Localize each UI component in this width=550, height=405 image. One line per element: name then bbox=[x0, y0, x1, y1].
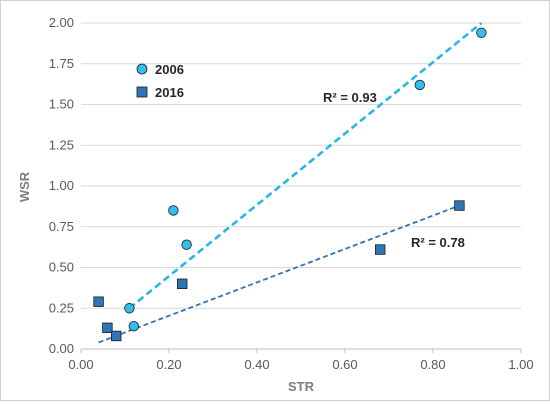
x-tick-label: 1.00 bbox=[508, 357, 533, 372]
y-tick-label: 1.75 bbox=[49, 56, 74, 71]
r2-label-2006: R² = 0.93 bbox=[323, 90, 377, 105]
y-tick-label: 1.00 bbox=[49, 178, 74, 193]
point-2016 bbox=[374, 244, 386, 255]
y-tick-label: 1.25 bbox=[49, 137, 74, 152]
point-2006 bbox=[124, 303, 135, 314]
trendlines bbox=[98, 21, 483, 344]
x-axis-title: STR bbox=[288, 379, 315, 394]
y-tick-label: 1.50 bbox=[49, 97, 74, 112]
point-2016 bbox=[111, 330, 122, 342]
point-2016 bbox=[93, 296, 104, 307]
point-2016 bbox=[102, 322, 113, 334]
y-tick-label: 0.50 bbox=[49, 260, 74, 275]
y-tick-label: 2.00 bbox=[49, 15, 74, 30]
legend-label-2006: 2006 bbox=[155, 62, 184, 77]
legend-label-2016: 2016 bbox=[155, 85, 184, 100]
point-2006 bbox=[476, 27, 487, 38]
trendline-2016 bbox=[98, 204, 460, 344]
x-tick-label: 0.20 bbox=[156, 357, 181, 372]
legend: 2006 2016 bbox=[136, 62, 184, 100]
point-2016 bbox=[454, 200, 465, 211]
point-2016 bbox=[176, 278, 188, 290]
point-2006 bbox=[181, 239, 192, 250]
x-tick-label: 0.40 bbox=[244, 357, 269, 372]
legend-marker-circle bbox=[136, 63, 148, 75]
x-tick-label: 0.60 bbox=[332, 357, 357, 372]
point-2006 bbox=[414, 79, 426, 91]
y-tick-label: 0.25 bbox=[49, 300, 74, 315]
point-2006 bbox=[128, 320, 140, 332]
legend-marker-square bbox=[136, 86, 148, 98]
y-axis-title: WSR bbox=[17, 171, 32, 202]
legend-item-2006: 2006 bbox=[136, 62, 184, 77]
axes: 0.00 0.25 0.50 0.75 1.00 1.25 1.50 1.75 2.00 0.00… bbox=[49, 15, 534, 372]
gridlines bbox=[81, 22, 521, 309]
y-tick-label: 0.00 bbox=[49, 341, 74, 356]
r2-label-2016: R² = 0.78 bbox=[411, 235, 465, 250]
point-2006 bbox=[168, 205, 179, 216]
x-tick-label: 0.00 bbox=[68, 357, 93, 372]
legend-item-2016: 2016 bbox=[136, 85, 184, 100]
trendline-2006 bbox=[128, 21, 483, 310]
y-tick-label: 0.75 bbox=[49, 219, 74, 234]
data-points bbox=[93, 27, 487, 342]
x-tick-label: 0.80 bbox=[420, 357, 445, 372]
